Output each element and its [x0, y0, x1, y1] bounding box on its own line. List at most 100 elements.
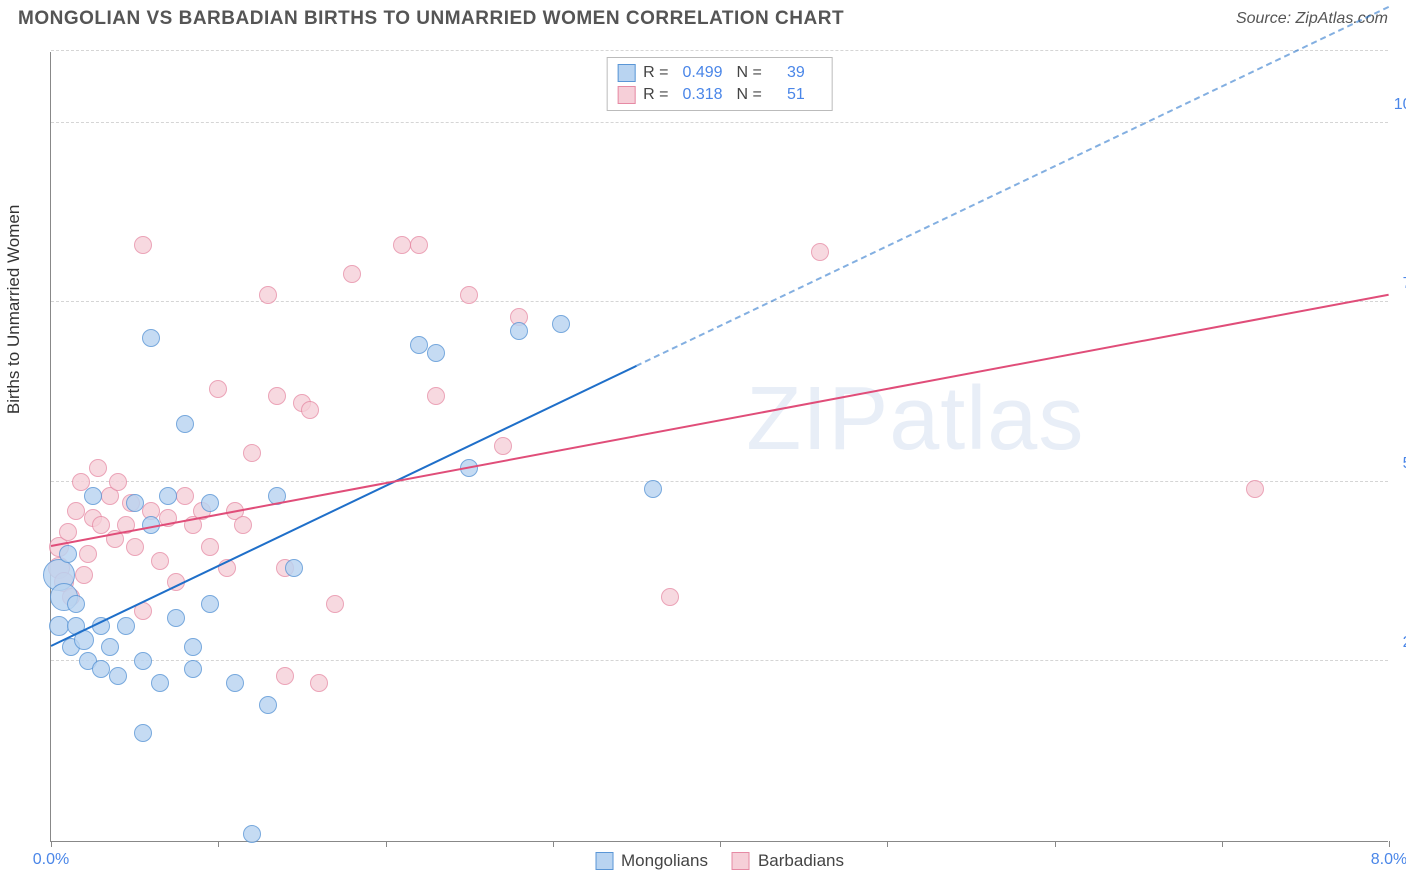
x-tick — [218, 841, 219, 847]
y-tick-label: 25.0% — [1393, 634, 1406, 652]
scatter-point — [259, 696, 277, 714]
gridline — [51, 50, 1388, 51]
scatter-point — [552, 315, 570, 333]
x-tick-label: 0.0% — [33, 851, 69, 869]
scatter-point — [89, 459, 107, 477]
scatter-point — [201, 494, 219, 512]
legend-item-mongolians: Mongolians — [595, 851, 708, 871]
scatter-point — [59, 545, 77, 563]
n-value-barbadians: 51 — [770, 86, 822, 104]
r-label: R = — [643, 86, 668, 104]
scatter-point — [59, 523, 77, 541]
scatter-point — [285, 559, 303, 577]
scatter-point — [1246, 480, 1264, 498]
legend-series: Mongolians Barbadians — [595, 851, 844, 871]
r-value-barbadians: 0.318 — [677, 86, 729, 104]
scatter-point — [343, 265, 361, 283]
scatter-point — [410, 336, 428, 354]
scatter-point — [201, 538, 219, 556]
gridline — [51, 122, 1388, 123]
x-tick-label: 8.0% — [1371, 851, 1406, 869]
scatter-point — [109, 473, 127, 491]
scatter-point — [661, 588, 679, 606]
trend-line — [51, 293, 1389, 546]
legend-label-mongolians: Mongolians — [621, 851, 708, 871]
scatter-point — [184, 660, 202, 678]
scatter-point — [134, 724, 152, 742]
scatter-point — [393, 236, 411, 254]
scatter-point — [243, 444, 261, 462]
scatter-point — [126, 538, 144, 556]
gridline — [51, 660, 1388, 661]
swatch-barbadians — [732, 852, 750, 870]
y-tick-label: 50.0% — [1393, 455, 1406, 473]
scatter-point — [84, 487, 102, 505]
chart-plot-area: ZIPatlas R = 0.499 N = 39 R = 0.318 N = … — [50, 52, 1388, 842]
scatter-point — [176, 487, 194, 505]
scatter-point — [301, 401, 319, 419]
scatter-point — [460, 286, 478, 304]
scatter-point — [276, 667, 294, 685]
scatter-point — [176, 415, 194, 433]
x-tick — [720, 841, 721, 847]
swatch-mongolians — [617, 64, 635, 82]
scatter-point — [234, 516, 252, 534]
scatter-point — [134, 236, 152, 254]
n-label: N = — [737, 86, 762, 104]
y-tick-label: 75.0% — [1393, 275, 1406, 293]
scatter-point — [226, 674, 244, 692]
x-tick — [1389, 841, 1390, 847]
scatter-point — [410, 236, 428, 254]
r-value-mongolians: 0.499 — [677, 64, 729, 82]
scatter-point — [101, 638, 119, 656]
scatter-point — [259, 286, 277, 304]
scatter-point — [75, 566, 93, 584]
scatter-point — [79, 545, 97, 563]
chart-header: MONGOLIAN VS BARBADIAN BIRTHS TO UNMARRI… — [0, 0, 1406, 34]
n-label: N = — [737, 64, 762, 82]
scatter-point — [209, 380, 227, 398]
n-value-mongolians: 39 — [770, 64, 822, 82]
x-tick — [1222, 841, 1223, 847]
r-label: R = — [643, 64, 668, 82]
legend-label-barbadians: Barbadians — [758, 851, 844, 871]
x-tick — [1055, 841, 1056, 847]
scatter-point — [243, 825, 261, 843]
scatter-point — [268, 387, 286, 405]
scatter-point — [326, 595, 344, 613]
scatter-point — [142, 329, 160, 347]
gridline — [51, 301, 1388, 302]
scatter-point — [159, 487, 177, 505]
scatter-point — [427, 387, 445, 405]
scatter-point — [67, 502, 85, 520]
y-axis-title: Births to Unmarried Women — [4, 205, 24, 414]
scatter-point — [92, 660, 110, 678]
scatter-point — [310, 674, 328, 692]
legend-stats-row: R = 0.318 N = 51 — [617, 84, 822, 106]
scatter-point — [117, 617, 135, 635]
x-tick — [386, 841, 387, 847]
x-tick — [887, 841, 888, 847]
gridline — [51, 481, 1388, 482]
legend-stats: R = 0.499 N = 39 R = 0.318 N = 51 — [606, 57, 833, 111]
scatter-point — [494, 437, 512, 455]
scatter-point — [811, 243, 829, 261]
swatch-mongolians — [595, 852, 613, 870]
x-tick — [553, 841, 554, 847]
chart-title: MONGOLIAN VS BARBADIAN BIRTHS TO UNMARRI… — [18, 8, 844, 30]
scatter-point — [151, 552, 169, 570]
scatter-point — [184, 638, 202, 656]
scatter-point — [134, 652, 152, 670]
scatter-point — [151, 674, 169, 692]
x-tick — [51, 841, 52, 847]
scatter-point — [644, 480, 662, 498]
scatter-point — [67, 595, 85, 613]
scatter-point — [167, 609, 185, 627]
scatter-point — [126, 494, 144, 512]
scatter-point — [109, 667, 127, 685]
scatter-point — [201, 595, 219, 613]
watermark-zip: ZIP — [746, 369, 889, 469]
y-tick-label: 100.0% — [1393, 96, 1406, 114]
scatter-point — [92, 516, 110, 534]
scatter-point — [427, 344, 445, 362]
